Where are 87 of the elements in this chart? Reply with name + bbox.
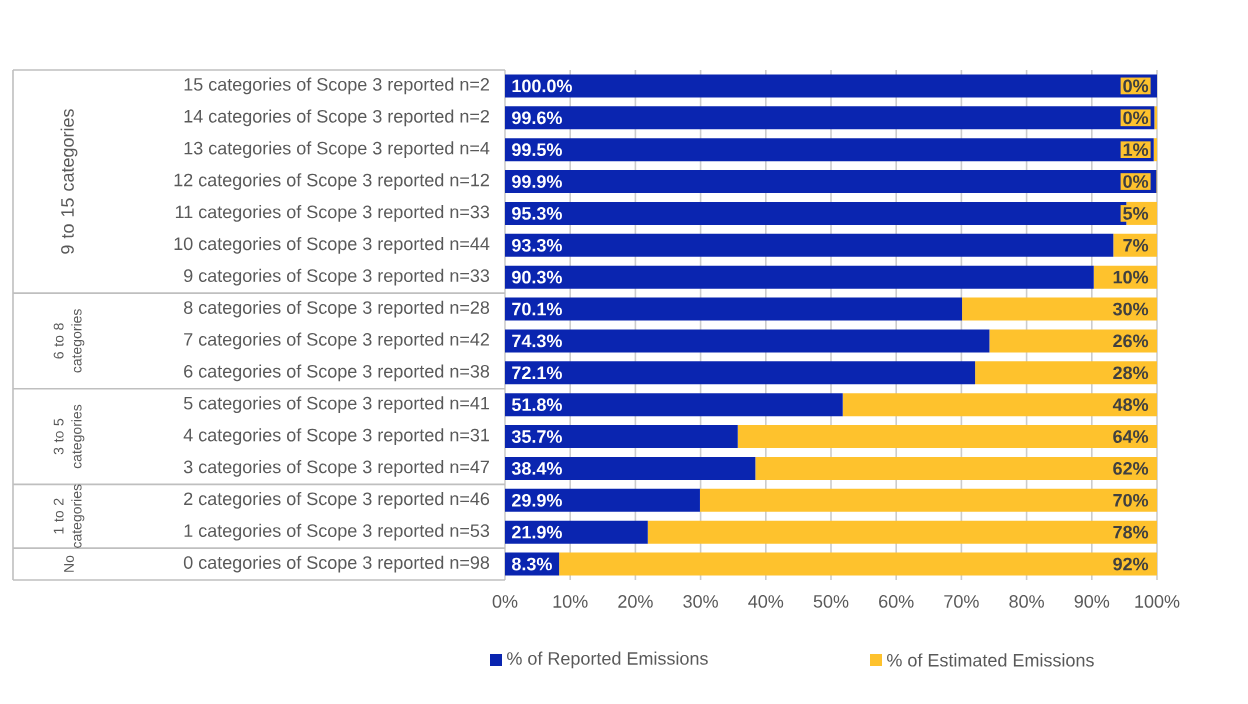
data-label: 35.7% [511, 430, 562, 443]
y-tick-label: 15 categories of Scope 3 reported n=2 [184, 77, 489, 95]
x-tick-label: 20% [618, 595, 653, 608]
text: 9 to 15 categories [60, 109, 78, 254]
x-tick-label: 70% [944, 595, 979, 608]
bar [505, 106, 1155, 130]
x-tick-label: 90% [1074, 595, 1110, 608]
y-tick-label: 11 categories of Scope 3 reported n=33 [175, 205, 490, 222]
data-label: 0% [1123, 175, 1149, 188]
data-label: 7% [1123, 238, 1149, 252]
y-tick-label: 13 categories of Scope 3 reported n=4 [184, 141, 490, 159]
data-label: 99.5% [512, 143, 562, 157]
x-tick-label: 80% [1009, 595, 1044, 608]
bar [505, 233, 1114, 257]
x-tick-label: 30% [683, 595, 718, 608]
y-tick-label: 8 categories of Scope 3 reported n=28 [184, 300, 490, 318]
text: 3 to 5 categories [53, 404, 85, 469]
data-label: 38.4% [511, 462, 562, 475]
bar [505, 488, 700, 512]
data-label: 92% [1113, 557, 1149, 571]
data-label: 0% [1123, 111, 1149, 125]
data-label: 30% [1112, 302, 1149, 316]
y-tick-label: 12 categories of Scope 3 reported n=12 [174, 173, 489, 190]
bar [842, 393, 1157, 417]
legend-label: % of Estimated Emissions [887, 653, 1094, 667]
data-label: 72.1% [512, 366, 562, 380]
data-label: 48% [1112, 398, 1149, 412]
y-tick-label: 9 categories of Scope 3 reported n=33 [184, 268, 490, 286]
bar [505, 361, 976, 385]
data-label: 93.3% [512, 238, 562, 252]
data-label: 99.6% [512, 111, 562, 125]
y-tick-label: 5 categories of Scope 3 reported n=41 [183, 396, 489, 414]
bar [505, 520, 648, 544]
x-tick-label: 10% [553, 595, 588, 608]
bar [559, 552, 1157, 576]
bar [505, 456, 756, 480]
x-tick-label: 40% [748, 595, 784, 608]
bar [755, 456, 1157, 480]
bar [737, 425, 1157, 449]
bar [505, 170, 1157, 194]
y-tick-label: 2 categories of Scope 3 reported n=46 [184, 491, 490, 509]
data-label: 99.9% [512, 175, 562, 188]
x-tick-label: 60% [879, 595, 914, 608]
bar [505, 138, 1154, 162]
bar [505, 74, 1157, 98]
data-label: 64% [1113, 430, 1149, 443]
bar [505, 297, 963, 321]
data-label: 28% [1113, 366, 1149, 380]
data-label: 70.1% [512, 302, 562, 316]
x-tick-label: 50% [813, 595, 849, 608]
bar [1154, 106, 1157, 130]
text: 6 to 8 categories [53, 309, 85, 373]
data-label: 10% [1113, 270, 1149, 284]
bar [699, 488, 1157, 512]
data-label: 90.3% [512, 270, 562, 284]
y-tick-label: 7 categories of Scope 3 reported n=42 [184, 332, 489, 350]
y-tick-label: 6 categories of Scope 3 reported n=38 [184, 364, 490, 382]
y-tick-label: 3 categories of Scope 3 reported n=47 [183, 460, 489, 477]
y-tick-label: 10 categories of Scope 3 reported n=44 [174, 236, 490, 254]
data-label: 62% [1113, 462, 1149, 475]
bar [647, 520, 1157, 544]
legend-label: % of Reported Emissions [507, 651, 708, 669]
bar [505, 425, 738, 449]
x-tick-label: 100% [1135, 595, 1180, 608]
data-label: 100.0% [512, 79, 572, 93]
y-tick-label: 1 categories of Scope 3 reported n=53 [184, 523, 490, 541]
bar [505, 265, 1094, 289]
text: No [64, 555, 74, 572]
data-label: 26% [1113, 334, 1149, 348]
bar [505, 329, 990, 353]
text: 1 to 2 categories [53, 484, 85, 548]
data-label: 74.3% [512, 334, 562, 348]
data-label: 78% [1113, 525, 1149, 539]
data-label: 29.9% [512, 493, 562, 507]
data-label: 21.9% [512, 525, 562, 539]
data-label: 70% [1113, 493, 1149, 507]
y-tick-label: 4 categories of Scope 3 reported n=31 [183, 428, 489, 445]
x-tick-label: 0% [492, 595, 518, 608]
data-label: 51.8% [511, 398, 562, 412]
data-label: 95.3% [512, 207, 562, 220]
y-tick-label: 14 categories of Scope 3 reported n=2 [184, 109, 489, 127]
data-label: 1% [1123, 143, 1149, 156]
bar [505, 393, 843, 417]
bar [962, 297, 1157, 321]
data-label: 8.3% [511, 557, 552, 571]
y-tick-label: 0 categories of Scope 3 reported n=98 [183, 555, 490, 573]
data-label: 0% [1123, 79, 1149, 93]
